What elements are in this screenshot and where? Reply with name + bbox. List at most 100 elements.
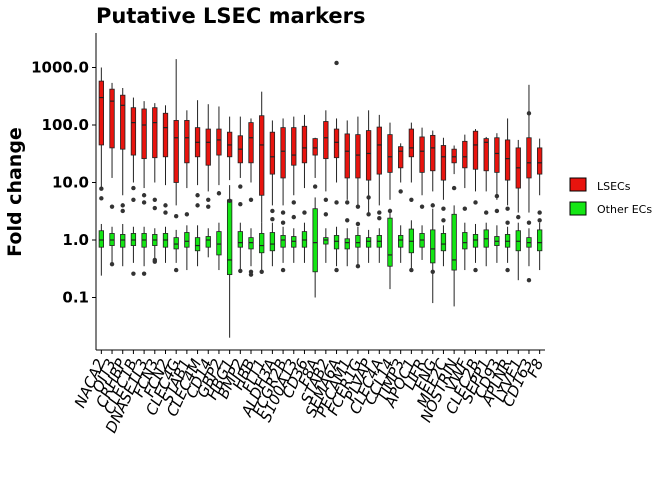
- box-other-ecs-f8: [537, 222, 543, 271]
- box-body: [365, 130, 372, 181]
- box-lsecs-fcgr2b: [280, 118, 286, 206]
- box-body: [248, 237, 254, 250]
- box-body: [451, 148, 457, 164]
- outlier-point-lsecs: [377, 210, 382, 215]
- outlier-point-lsecs: [505, 220, 510, 225]
- outlier-point-lsecs: [141, 200, 147, 205]
- outlier-point-lsecs: [387, 208, 393, 214]
- box-body: [184, 232, 190, 248]
- box-other-ecs-clec2b: [472, 223, 479, 263]
- legend-swatch-other-ecs: [569, 201, 587, 216]
- outlier-point-lsecs: [120, 203, 125, 208]
- box-lsecs-cd14: [205, 104, 211, 192]
- box-body: [462, 232, 468, 250]
- outlier-point-other-ecs: [238, 268, 243, 274]
- y-axis: 0.1 1.0 10.0 100.0 1000.0: [31, 59, 96, 307]
- box-body: [398, 146, 404, 169]
- outlier-point-lsecs: [99, 196, 104, 201]
- box-body: [494, 137, 500, 173]
- box-body: [205, 128, 211, 166]
- box-body: [472, 130, 479, 170]
- box-body: [280, 127, 286, 179]
- outlier-point-other-ecs: [109, 261, 115, 267]
- box-body: [537, 147, 543, 175]
- box-other-ecs-clec4m: [194, 225, 201, 267]
- legend-swatch-lsecs: [569, 177, 587, 192]
- box-lsecs-fcn3: [152, 103, 158, 183]
- box-lsecs-clec4g: [173, 59, 179, 206]
- outlier-point-lsecs: [526, 220, 532, 225]
- box-body: [451, 213, 457, 271]
- box-body: [526, 137, 532, 179]
- outlier-point-lsecs: [163, 210, 168, 215]
- box-body: [333, 235, 340, 250]
- box-lsecs-vwf: [462, 134, 468, 189]
- outlier-point-lsecs: [270, 217, 275, 222]
- box-body: [98, 230, 104, 248]
- box-lsecs-gbp2: [216, 106, 222, 186]
- outlier-point-lsecs: [131, 185, 136, 191]
- outlier-point-lsecs: [184, 212, 190, 217]
- y-tick-label: 1000.0: [31, 59, 89, 77]
- box-other-ecs-f8a: [312, 197, 318, 298]
- box-body: [537, 229, 543, 252]
- outlier-point-lsecs: [152, 205, 157, 211]
- box-body: [291, 127, 297, 166]
- box-other-ecs-naca2: [98, 223, 104, 276]
- box-body: [237, 231, 243, 248]
- outlier-point-lsecs: [131, 197, 136, 203]
- y-tick-label: 100.0: [42, 116, 89, 134]
- box-body: [323, 237, 329, 245]
- box-other-ecs-stab2: [323, 228, 329, 263]
- box-other-ecs-aldh3a: [269, 222, 276, 267]
- box-body: [216, 231, 222, 256]
- box-other-ecs-dnase1l3: [141, 226, 147, 267]
- outlier-point-lsecs: [120, 208, 125, 214]
- box-lsecs-clec4a: [376, 114, 382, 206]
- box-other-ecs-crhbp: [120, 223, 126, 267]
- box-body: [483, 138, 489, 172]
- outlier-point-lsecs: [334, 60, 339, 66]
- box-other-ecs-nostrin: [451, 205, 457, 307]
- outlier-point-lsecs: [109, 204, 115, 209]
- box-lsecs-fcn2: [162, 105, 169, 186]
- box-body: [355, 134, 361, 179]
- outlier-point-other-ecs: [173, 267, 179, 273]
- box-lsecs-f8a: [312, 137, 318, 178]
- box-lsecs-s100a13: [291, 116, 297, 196]
- legend-label-other-ecs: Other ECs: [597, 203, 652, 216]
- box-body: [440, 145, 447, 181]
- box-other-ecs-fcn3: [152, 228, 158, 260]
- outlier-point-other-ecs: [355, 264, 361, 269]
- outlier-point-lsecs: [291, 214, 296, 220]
- box-lsecs-clec1b: [130, 97, 137, 183]
- box-body: [120, 234, 126, 248]
- outlier-point-lsecs: [291, 200, 296, 205]
- box-other-ecs-fcer1g: [355, 226, 361, 267]
- box-lsecs-cd163: [526, 84, 532, 213]
- outlier-point-other-ecs: [430, 269, 435, 274]
- outlier-point-lsecs: [238, 201, 243, 207]
- outlier-point-lsecs: [473, 200, 478, 205]
- outlier-point-lsecs: [173, 213, 179, 219]
- box-other-ecs-aplnr: [504, 226, 511, 263]
- outlier-point-lsecs: [206, 197, 211, 203]
- box-other-ecs-plvap: [365, 229, 372, 263]
- outlier-point-other-ecs: [259, 269, 264, 274]
- box-lsecs-stab1: [184, 110, 190, 189]
- box-lsecs-plvap: [365, 110, 372, 213]
- outlier-point-other-ecs: [505, 267, 510, 273]
- outlier-point-lsecs: [451, 185, 457, 191]
- outlier-point-lsecs: [270, 208, 275, 214]
- outlier-point-lsecs: [280, 220, 286, 225]
- outlier-point-lsecs: [484, 210, 489, 215]
- outlier-point-lsecs: [462, 206, 468, 211]
- box-lsecs-crhbp: [120, 88, 126, 196]
- box-other-ecs-sema6a: [333, 226, 340, 267]
- box-other-ecs-bmp2: [237, 222, 243, 271]
- outlier-point-other-ecs: [334, 267, 339, 273]
- legend: LSECs Other ECs: [569, 177, 652, 216]
- box-body: [344, 238, 350, 250]
- box-lsecs-cd93: [494, 133, 500, 200]
